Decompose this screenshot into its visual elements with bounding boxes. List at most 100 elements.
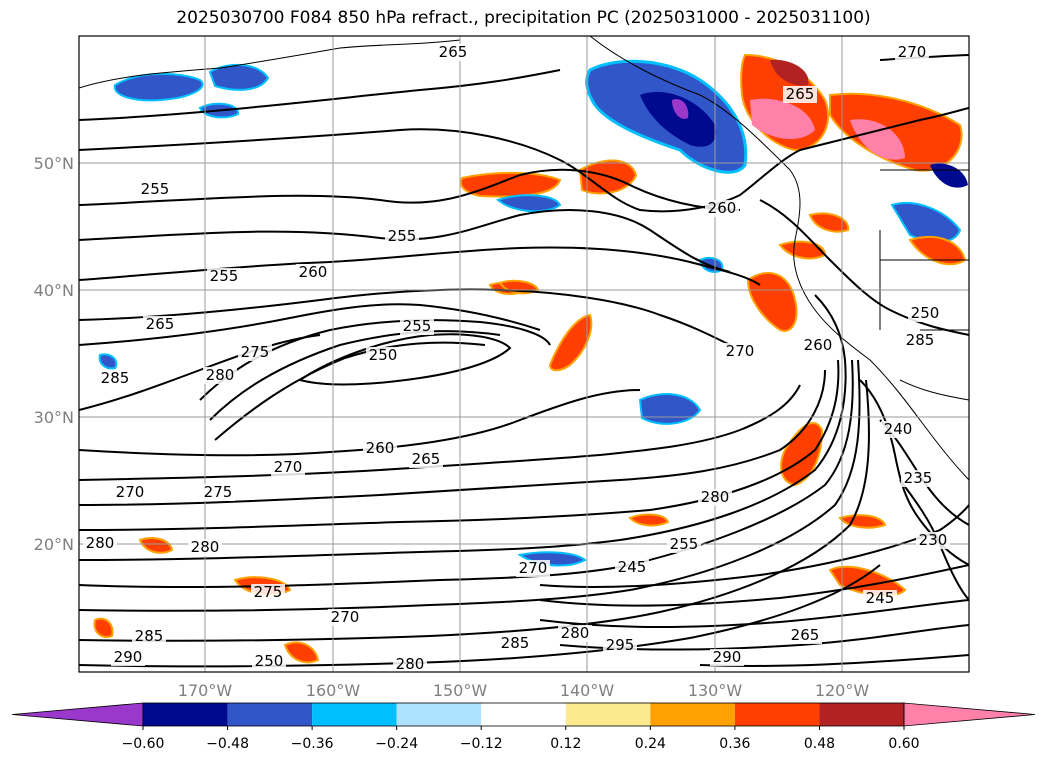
contour-label: 275 — [204, 483, 233, 501]
contour-label-background — [111, 649, 145, 666]
contour-label-background — [252, 653, 286, 670]
colorbar-tick-label: 0.12 — [550, 736, 581, 752]
contour-label: 260 — [366, 439, 395, 457]
contour-label: 255 — [210, 267, 239, 285]
map-frame — [78, 35, 970, 673]
colorbar-tick-label: −0.48 — [206, 736, 249, 752]
contour-label-background — [895, 44, 929, 61]
contour-label: 280 — [191, 538, 220, 556]
colorbar-tick-label: 0.48 — [804, 736, 835, 752]
colorbar-swatch — [143, 703, 228, 726]
contour-label-background — [516, 560, 550, 577]
contour-label-background — [916, 532, 950, 549]
contour-label: 265 — [146, 315, 175, 333]
contour-label: 245 — [618, 558, 647, 576]
contour-label: 240 — [884, 420, 913, 438]
contour-label-background — [366, 347, 400, 364]
contour-label-background — [603, 637, 637, 654]
colorbar-swatch — [565, 703, 651, 726]
colorbar-tick-label: −0.12 — [460, 736, 503, 752]
colorbar-tick-label: −0.24 — [375, 736, 418, 752]
colorbar-tick-label: 0.24 — [635, 736, 666, 752]
contour-label-background — [201, 484, 235, 501]
contour-label: 280 — [701, 488, 730, 506]
contour-label: 260 — [804, 336, 833, 354]
contour-label-background — [83, 535, 117, 552]
lon-label: 170°W — [178, 681, 233, 700]
contour-label-background — [409, 451, 443, 468]
contour-label: 280 — [561, 624, 590, 642]
contour-label-background — [788, 627, 822, 644]
contour-label: 280 — [396, 655, 425, 673]
lat-label: 40°N — [34, 281, 74, 300]
contour-label: 275 — [241, 343, 270, 361]
contour-label: 270 — [116, 483, 145, 501]
contour-label: 255 — [670, 535, 699, 553]
contour-label-background — [901, 470, 935, 487]
colorbar-swatch — [734, 703, 820, 726]
contour-label-background — [908, 305, 942, 322]
lat-label: 20°N — [34, 535, 74, 554]
contour-label-background — [238, 344, 272, 361]
longitude-labels: 170°W 160°W 150°W 140°W 130°W 120°W — [178, 681, 870, 700]
contour-label: 270 — [274, 458, 303, 476]
contour-label-background — [207, 268, 241, 285]
contour-label: 265 — [786, 85, 815, 103]
contour-label-background — [558, 625, 592, 642]
contour-label: 285 — [135, 627, 164, 645]
contour-label: 235 — [904, 469, 933, 487]
contour-label: 250 — [911, 304, 940, 322]
contour-label: 255 — [403, 317, 432, 335]
colorbar-swatch — [819, 703, 904, 726]
contour-label: 255 — [141, 180, 170, 198]
contour-label-background — [881, 421, 915, 438]
contour-label-background — [271, 459, 305, 476]
lon-label: 130°W — [688, 681, 743, 700]
contour-label-background — [363, 440, 397, 457]
graticule — [79, 36, 969, 672]
colorbar-tick-label: 0.60 — [888, 736, 919, 752]
lon-label: 120°W — [815, 681, 870, 700]
contour-label: 290 — [114, 648, 143, 666]
contour-label: 290 — [713, 648, 742, 666]
contour-label-background — [393, 656, 427, 672]
contour-label: 265 — [439, 43, 468, 61]
contour-label-background — [903, 332, 937, 349]
contour-label-background — [113, 484, 147, 501]
contour-label-background — [710, 649, 744, 666]
latitude-labels: 50°N 40°N 30°N 20°N — [34, 154, 74, 554]
contour-label: 280 — [86, 534, 115, 552]
contour-label: 270 — [331, 608, 360, 626]
contour-label-background — [436, 44, 470, 61]
contour-label-background — [615, 559, 649, 576]
contour-label: 270 — [519, 559, 548, 577]
contour-labels: 265 270 265 260 255 255 260 265 255 280 275 250 285 2… — [83, 43, 950, 673]
contour-label: 250 — [369, 346, 398, 364]
colorbar-swatch — [227, 703, 313, 726]
contour-label-background — [667, 536, 701, 553]
contour-label: 265 — [791, 626, 820, 644]
colorbar-extend-low — [11, 702, 144, 727]
contour-label: 285 — [906, 331, 935, 349]
contour-label: 270 — [898, 43, 927, 61]
colorbar-tick-label: −0.36 — [291, 736, 334, 752]
map-title: 2025030700 F084 850 hPa refract., precip… — [176, 8, 871, 28]
colorbar-tick-labels: −0.60 −0.48 −0.36 −0.24 −0.12 0.12 0.24 0.36 0.4… — [122, 726, 920, 752]
colorbar-swatch — [312, 703, 397, 726]
colorbar-tick-label: −0.60 — [122, 736, 165, 752]
lon-label: 140°W — [560, 681, 615, 700]
contour-label-background — [251, 584, 285, 601]
contour-label-background — [132, 628, 166, 645]
contour-label-background — [328, 609, 362, 626]
contour-label-background — [138, 181, 172, 198]
contour-label-background — [385, 228, 419, 245]
contour-label: 285 — [501, 634, 530, 652]
contour-label-background — [783, 86, 817, 103]
contour-label: 270 — [726, 342, 755, 360]
colorbar-tick-label: 0.36 — [719, 736, 750, 752]
contour-label: 285 — [101, 369, 130, 387]
contour-label-background — [498, 635, 532, 652]
contour-label: 250 — [255, 652, 284, 670]
contour-label: 280 — [206, 366, 235, 384]
